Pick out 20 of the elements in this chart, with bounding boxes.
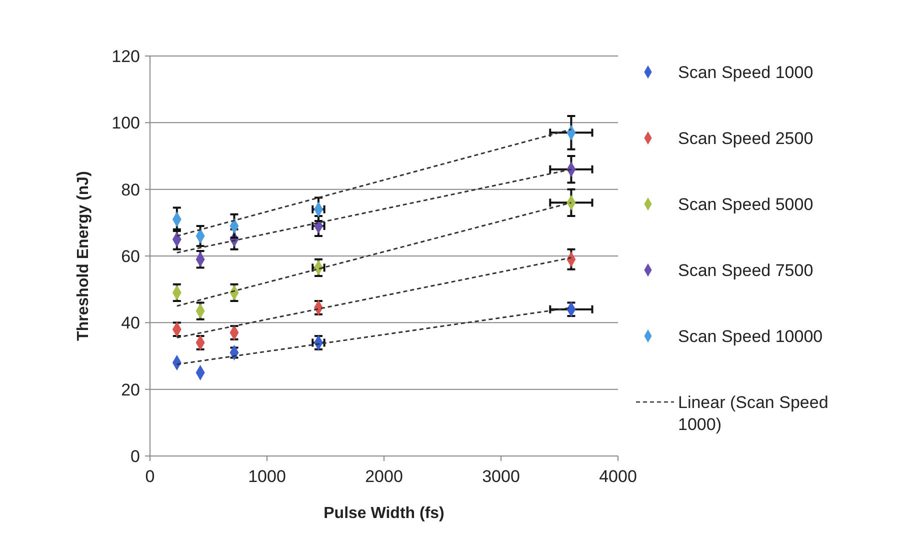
y-tick-label: 80 — [121, 180, 140, 200]
x-tick-label: 4000 — [599, 467, 637, 486]
legend-label: Scan Speed 7500 — [678, 261, 814, 280]
x-tick-label: 2000 — [365, 467, 403, 486]
y-tick-label: 20 — [121, 380, 140, 400]
legend-label: Linear (Scan Speed 1000) — [678, 393, 828, 434]
y-tick-label: 0 — [130, 446, 140, 466]
y-tick-label: 40 — [121, 314, 140, 333]
x-tick-label: 3000 — [482, 467, 520, 486]
x-tick-label: 1000 — [248, 467, 286, 486]
legend-label: Scan Speed 5000 — [678, 195, 814, 214]
legend-label: Scan Speed 2500 — [678, 129, 814, 148]
y-tick-label: 100 — [112, 114, 140, 133]
legend-label: Scan Speed 1000 — [678, 63, 814, 82]
y-tick-label: 60 — [121, 246, 140, 266]
x-axis-title: Pulse Width (fs) — [324, 505, 444, 522]
y-axis-title: Threshold Energy (nJ) — [75, 171, 92, 341]
y-tick-label: 120 — [112, 46, 140, 66]
legend-label: Scan Speed 10000 — [678, 327, 823, 346]
x-tick-label: 0 — [145, 467, 155, 486]
